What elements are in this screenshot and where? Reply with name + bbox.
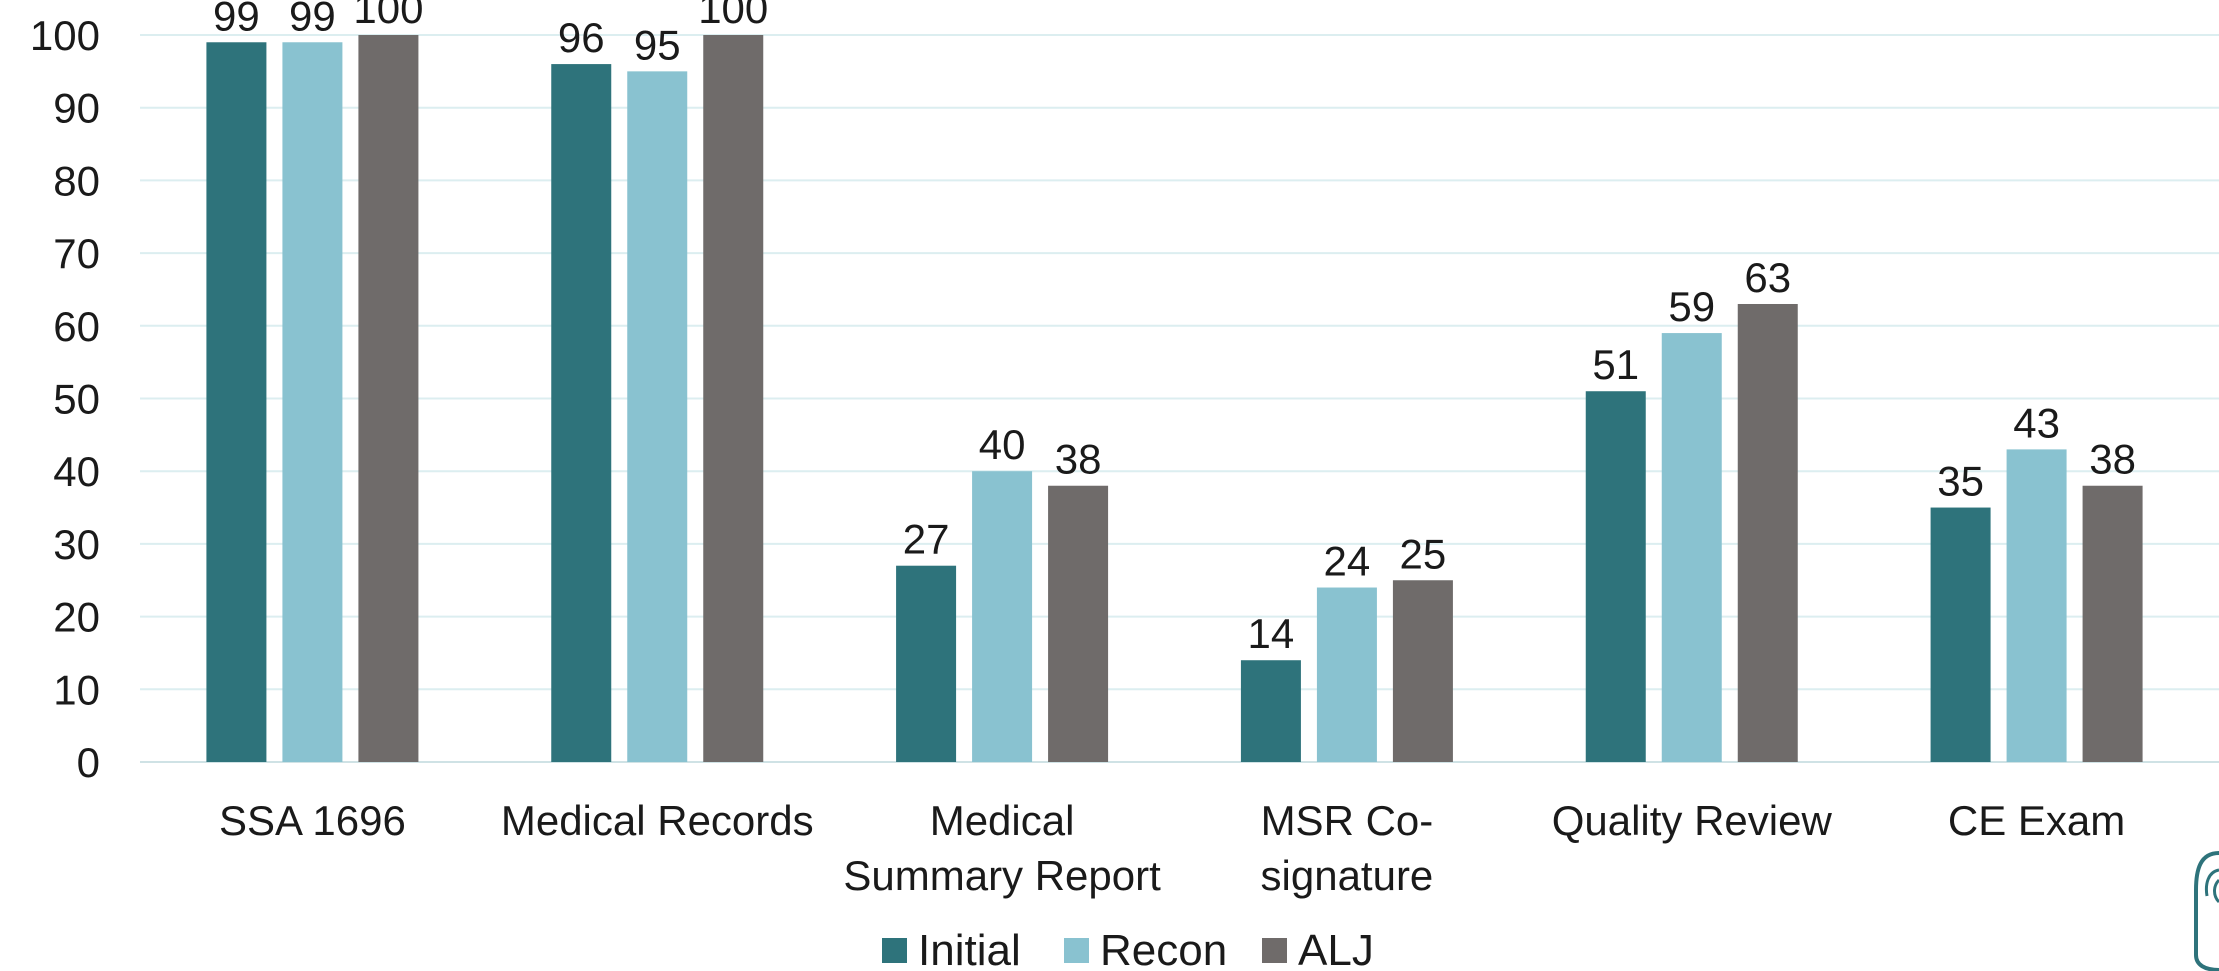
legend-swatch-recon [1064, 938, 1089, 963]
bars [206, 35, 2143, 763]
bar-recon-3 [1316, 587, 1377, 762]
legend-item-recon: Recon [1064, 926, 1227, 971]
data-label-alj-5: 38 [2089, 436, 2136, 483]
gridlines [140, 34, 2219, 763]
bar-alj-3 [1392, 580, 1453, 762]
legend-item-alj: ALJ [1262, 926, 1374, 971]
data-label-recon-2: 40 [979, 421, 1026, 468]
y-tick-label-90: 90 [53, 85, 100, 132]
legend: Initial Recon ALJ [882, 926, 1374, 971]
bar-alj-2 [1048, 485, 1109, 762]
bar-recon-1 [627, 71, 688, 763]
category-label-5: CE Exam [1948, 797, 2125, 844]
y-tick-label-100: 100 [30, 12, 100, 59]
y-tick-label-30: 30 [53, 521, 100, 568]
y-tick-label-60: 60 [53, 303, 100, 350]
y-tick-label-80: 80 [53, 157, 100, 204]
legend-label-recon: Recon [1100, 926, 1227, 971]
data-labels: 99 99 100 96 95 100 27 40 38 14 24 25 51 59 63 35 43 38 [213, 0, 2136, 657]
data-label-alj-2: 38 [1055, 436, 1102, 483]
data-label-recon-4: 59 [1668, 283, 1715, 330]
y-tick-label-0: 0 [77, 739, 100, 786]
y-tick-label-20: 20 [53, 594, 100, 641]
legend-label-initial: Initial [918, 926, 1021, 971]
bar-alj-5 [2082, 485, 2143, 762]
bar-initial-0 [206, 42, 267, 762]
bar-initial-5 [1930, 507, 1991, 762]
y-tick-label-50: 50 [53, 376, 100, 423]
legend-label-alj: ALJ [1298, 926, 1374, 971]
data-label-recon-1: 95 [634, 21, 681, 68]
bar-recon-4 [1661, 333, 1722, 762]
bar-alj-4 [1737, 303, 1798, 762]
data-label-alj-3: 25 [1400, 530, 1447, 577]
category-label-3: MSR Co-signature [1261, 797, 1434, 899]
data-label-alj-0: 100 [353, 0, 423, 32]
bar-recon-0 [282, 42, 343, 762]
legend-item-initial: Initial [882, 926, 1021, 971]
data-label-initial-2: 27 [903, 516, 950, 563]
corner-logo-icon [2194, 851, 2219, 971]
data-label-recon-0: 99 [289, 0, 336, 39]
data-label-initial-0: 99 [213, 0, 260, 39]
data-label-alj-1: 100 [698, 0, 768, 32]
bar-alj-0 [358, 35, 419, 762]
bar-recon-2 [972, 471, 1033, 762]
data-label-alj-4: 63 [1744, 254, 1791, 301]
category-label-0: SSA 1696 [219, 797, 406, 844]
x-axis-categories: SSA 1696 Medical Records Medical Summary Re… [219, 797, 2125, 899]
data-label-initial-5: 35 [1937, 458, 1984, 505]
bar-initial-2 [896, 565, 957, 762]
data-label-recon-5: 43 [2013, 399, 2060, 446]
data-label-initial-4: 51 [1592, 341, 1639, 388]
bar-initial-1 [551, 64, 612, 762]
category-label-1: Medical Records [501, 797, 814, 844]
bar-initial-3 [1240, 660, 1301, 762]
legend-swatch-initial [882, 938, 907, 963]
data-label-initial-1: 96 [558, 14, 605, 61]
bar-alj-1 [703, 35, 764, 762]
y-tick-label-70: 70 [53, 230, 100, 277]
category-label-2: Medical Summary Report [843, 797, 1161, 899]
bar-recon-5 [2006, 449, 2067, 762]
y-tick-label-10: 10 [53, 666, 100, 713]
data-label-initial-3: 14 [1248, 610, 1295, 657]
legend-swatch-alj [1262, 938, 1287, 963]
y-tick-label-40: 40 [53, 448, 100, 495]
bar-initial-4 [1585, 391, 1646, 762]
category-label-4: Quality Review [1552, 797, 1833, 844]
y-axis: 0 10 20 30 40 50 60 70 80 90 100 [30, 12, 100, 786]
data-label-recon-3: 24 [1324, 538, 1371, 585]
